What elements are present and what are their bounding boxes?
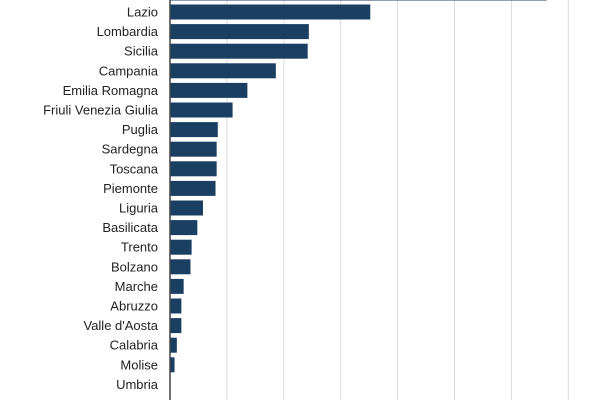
- bar-sicilia: [170, 43, 308, 59]
- bar-lombardia: [170, 24, 309, 40]
- bars: [170, 0, 547, 373]
- category-label-campania: Campania: [99, 63, 159, 78]
- bar-liguria: [170, 200, 204, 216]
- category-label-emilia-romagna: Emilia Romagna: [63, 83, 159, 98]
- bar-top-clipped: [170, 0, 547, 1]
- category-label-toscana: Toscana: [110, 161, 159, 176]
- bar-valle-d-aosta: [170, 318, 182, 334]
- bar-lazio: [170, 4, 371, 20]
- bar-campania: [170, 63, 276, 79]
- category-label-molise: Molise: [120, 357, 158, 372]
- category-label-umbria: Umbria: [116, 377, 159, 392]
- category-label-abruzzo: Abruzzo: [110, 299, 158, 314]
- bar-basilicata: [170, 220, 198, 236]
- category-label-sardegna: Sardegna: [102, 142, 159, 157]
- category-label-liguria: Liguria: [119, 201, 159, 216]
- bar-abruzzo: [170, 298, 182, 314]
- category-label-calabria: Calabria: [110, 338, 159, 353]
- category-label-sicilia: Sicilia: [124, 44, 159, 59]
- bar-sardegna: [170, 141, 217, 157]
- bar-trento: [170, 239, 192, 255]
- category-label-lombardia: Lombardia: [97, 24, 159, 39]
- bar-toscana: [170, 161, 217, 177]
- category-label-valle-d-aosta: Valle d'Aosta: [83, 318, 158, 333]
- category-labels: Lazio Lombardia Sicilia Campania Emilia Roma…: [43, 5, 159, 392]
- category-label-bolzano: Bolzano: [111, 259, 158, 274]
- category-label-marche: Marche: [115, 279, 158, 294]
- category-label-basilicata: Basilicata: [102, 220, 158, 235]
- bar-puglia: [170, 122, 218, 138]
- category-label-puglia: Puglia: [122, 122, 159, 137]
- grid-lines: [226, 0, 569, 400]
- bar-molise: [170, 357, 175, 373]
- bar-friuli-venezia-giulia: [170, 102, 233, 118]
- category-label-piemonte: Piemonte: [103, 181, 158, 196]
- category-label-lazio: Lazio: [127, 5, 158, 20]
- category-label-friuli-venezia-giulia: Friuli Venezia Giulia: [43, 103, 159, 118]
- bar-bolzano: [170, 259, 191, 275]
- bar-piemonte: [170, 180, 216, 196]
- bar-calabria: [170, 337, 177, 353]
- bar-emilia-romagna: [170, 82, 248, 98]
- bar-marche: [170, 278, 184, 294]
- category-label-trento: Trento: [121, 240, 158, 255]
